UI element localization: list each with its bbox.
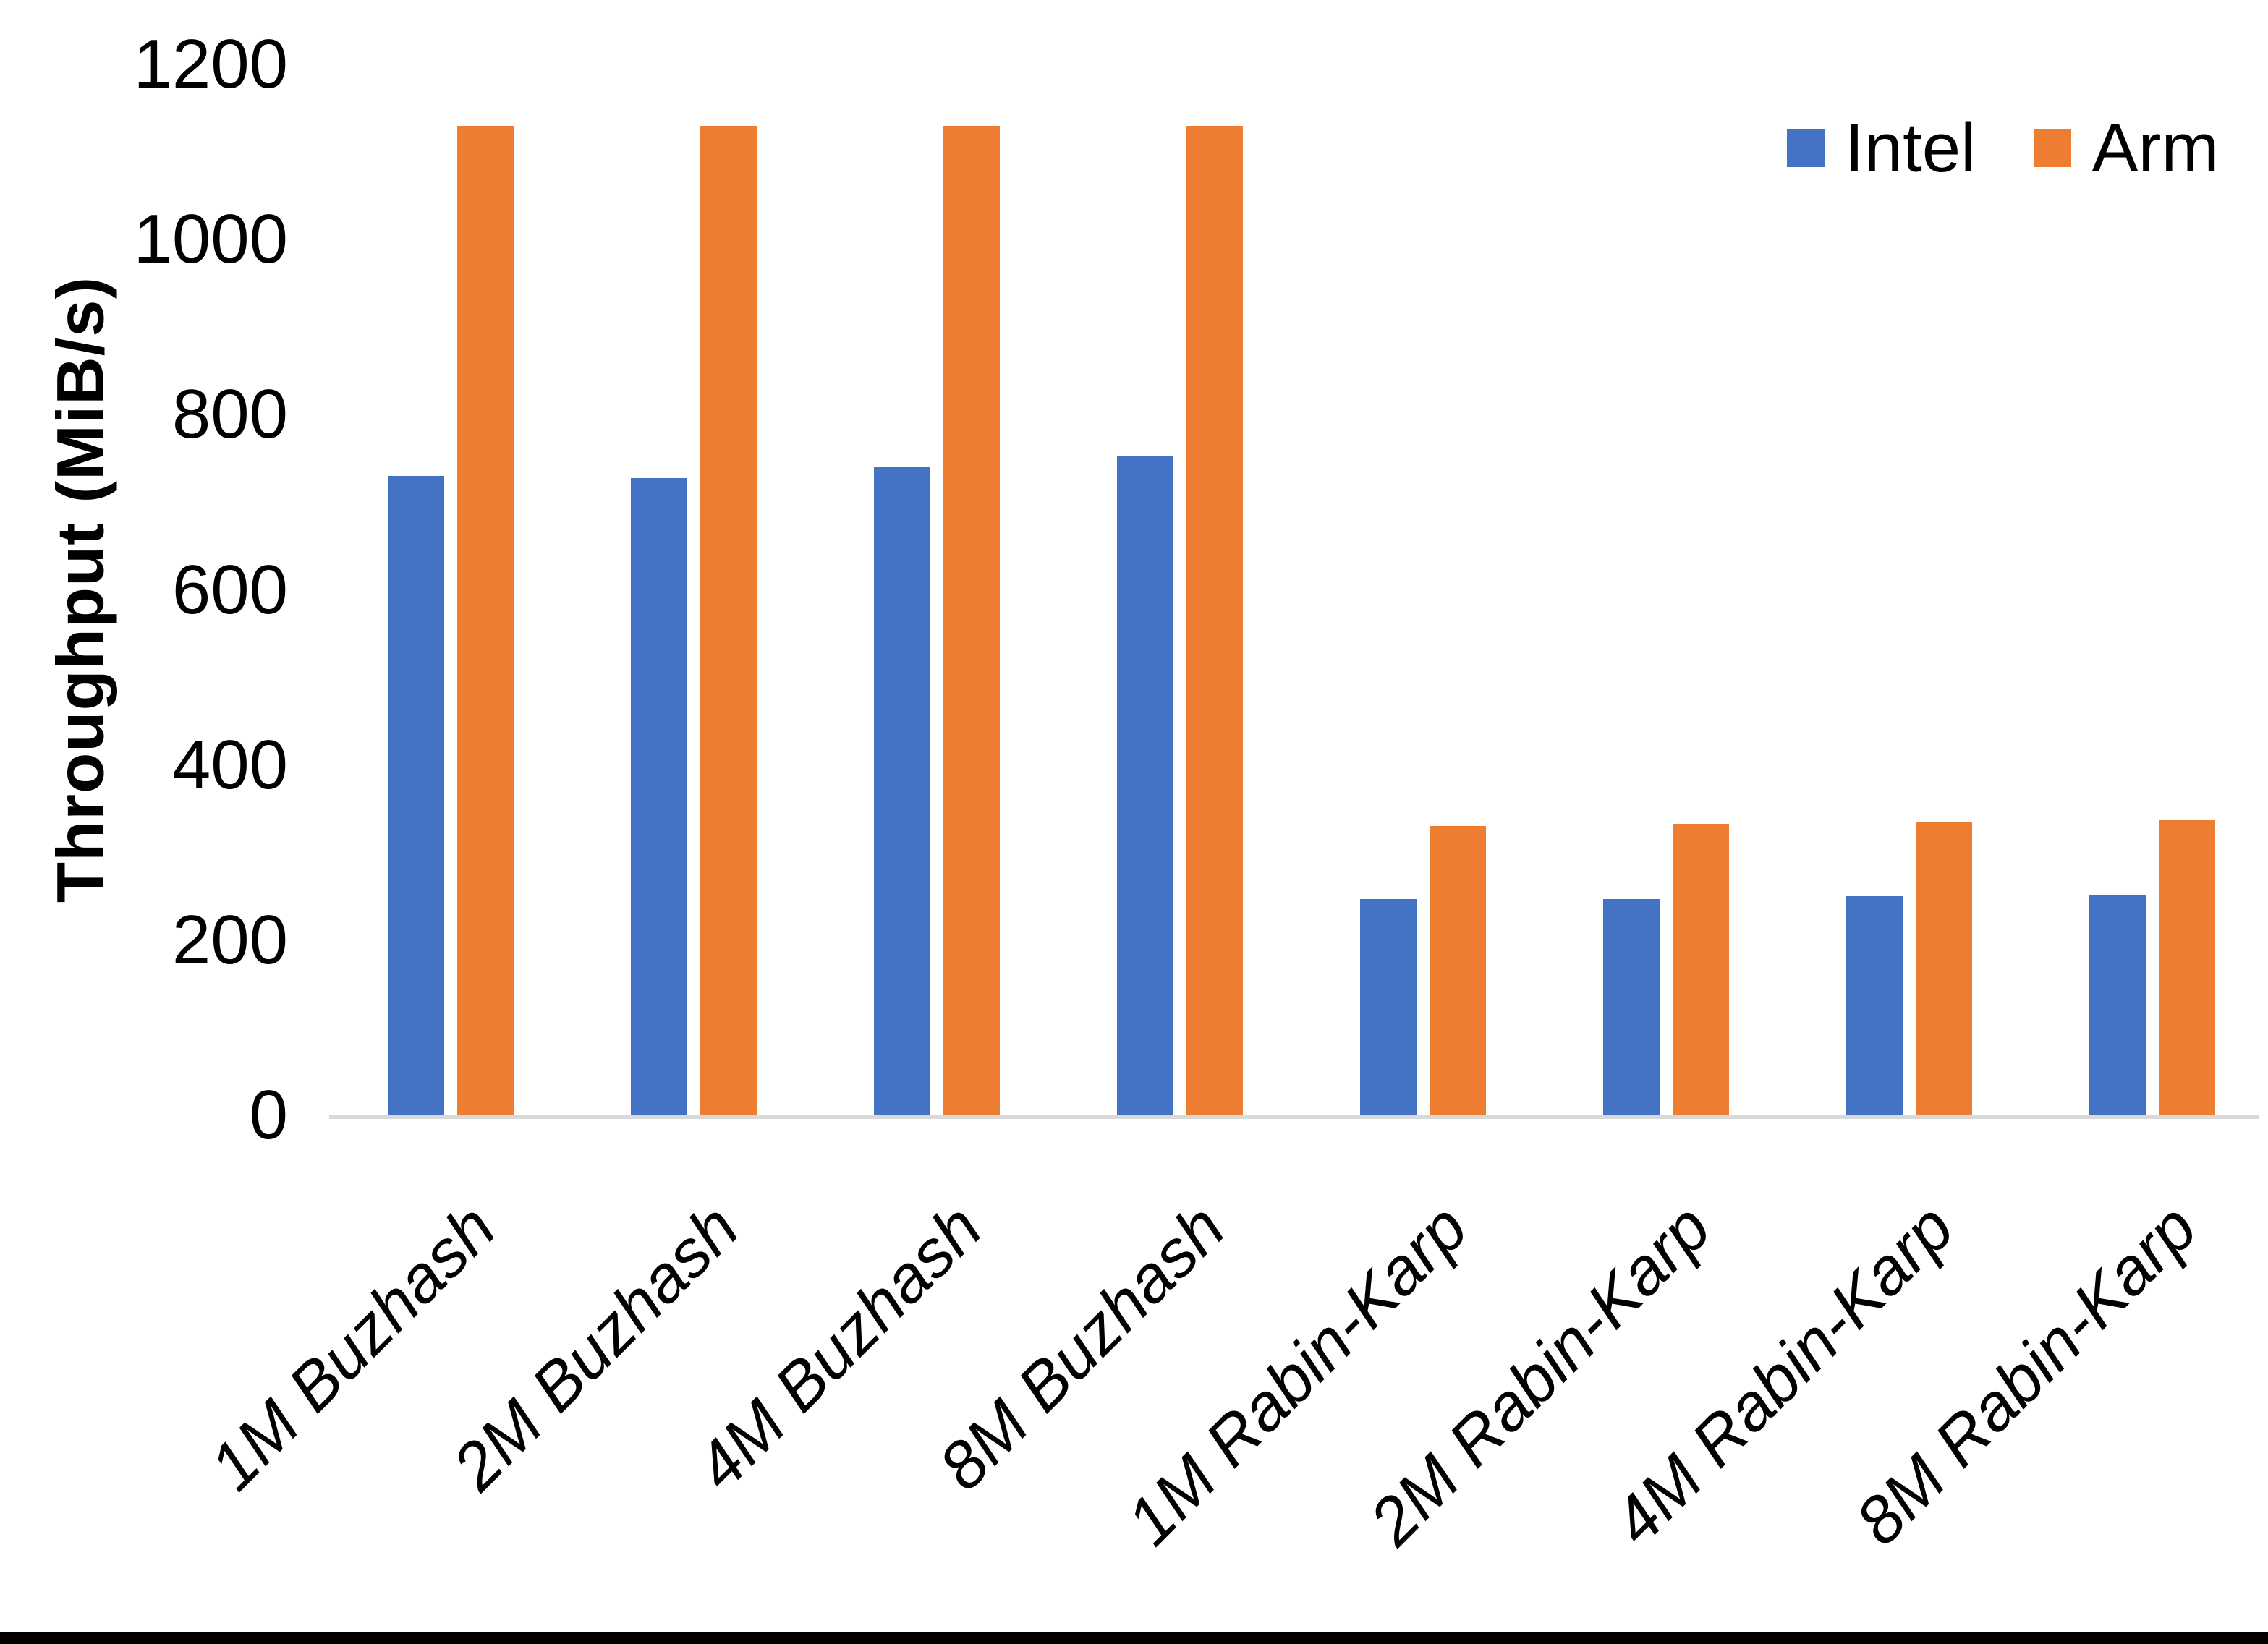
bar-intel-4m-buzhash <box>874 467 930 1115</box>
bottom-border <box>0 1632 2268 1644</box>
y-tick-label-1000: 1000 <box>133 200 288 278</box>
bar-intel-4m-rabin-karp <box>1846 896 1903 1115</box>
y-tick-label-200: 200 <box>171 900 288 979</box>
bar-intel-1m-rabin-karp <box>1360 899 1417 1115</box>
bar-arm-1m-buzhash <box>457 126 514 1115</box>
bar-arm-1m-rabin-karp <box>1430 826 1486 1115</box>
bar-arm-4m-rabin-karp <box>1916 822 1972 1115</box>
bar-intel-2m-buzhash <box>631 478 687 1115</box>
y-tick-label-1200: 1200 <box>133 25 288 103</box>
y-axis-title: Throughput (MiB/s) <box>43 276 118 903</box>
x-axis-line <box>329 1115 2259 1119</box>
y-tick-label-600: 600 <box>171 550 288 629</box>
y-tick-label-400: 400 <box>171 725 288 804</box>
legend: Intel Arm <box>1787 109 2220 187</box>
bar-arm-2m-buzhash <box>700 126 757 1115</box>
legend-swatch-arm <box>2034 129 2072 167</box>
bar-intel-1m-buzhash <box>388 476 444 1115</box>
y-tick-label-0: 0 <box>249 1076 288 1154</box>
legend-item-arm: Arm <box>2034 109 2220 187</box>
legend-item-intel: Intel <box>1787 109 1976 187</box>
bar-intel-8m-rabin-karp <box>2089 895 2146 1115</box>
bar-arm-8m-rabin-karp <box>2159 820 2215 1115</box>
legend-swatch-intel <box>1787 129 1825 167</box>
legend-label-arm: Arm <box>2091 109 2220 187</box>
bar-arm-8m-buzhash <box>1186 126 1243 1115</box>
bar-intel-2m-rabin-karp <box>1603 899 1660 1115</box>
legend-label-intel: Intel <box>1845 109 1976 187</box>
y-tick-label-800: 800 <box>171 375 288 453</box>
bar-intel-8m-buzhash <box>1117 456 1173 1115</box>
bar-arm-4m-buzhash <box>943 126 1000 1115</box>
bar-arm-2m-rabin-karp <box>1673 824 1729 1115</box>
